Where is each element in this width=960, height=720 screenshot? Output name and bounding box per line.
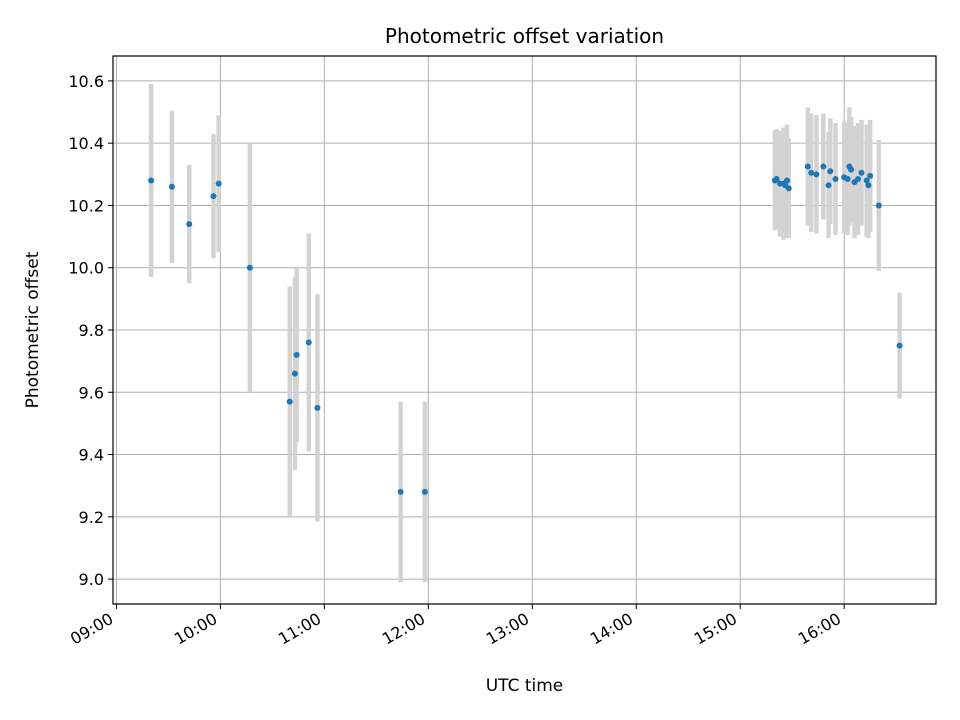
data-point (808, 169, 815, 176)
data-point (210, 193, 217, 200)
y-tick-label: 9.4 (79, 446, 104, 465)
data-point (773, 175, 780, 182)
data-point (827, 168, 834, 175)
data-point (305, 339, 312, 346)
data-point (848, 166, 855, 173)
data-point (148, 177, 155, 184)
data-point (215, 180, 222, 187)
data-point (314, 404, 321, 411)
data-point (291, 370, 298, 377)
data-point (813, 171, 820, 178)
y-axis-ticks: 9.0 9.2 9.4 9.6 9.8 10.0 10.2 10.4 10.6 (68, 72, 113, 589)
y-tick-label: 10.2 (68, 196, 104, 215)
x-axis-label: UTC time (486, 676, 564, 696)
y-axis-label: Photometric offset (23, 251, 43, 408)
data-point (855, 175, 862, 182)
data-point (804, 163, 811, 170)
data-point (246, 264, 253, 271)
data-point (168, 183, 175, 190)
data-points (148, 163, 903, 495)
y-tick-label: 10.0 (68, 259, 104, 278)
data-point (397, 488, 404, 495)
data-point (825, 182, 832, 189)
data-point (286, 398, 293, 405)
y-tick-label: 9.8 (79, 321, 104, 340)
y-tick-label: 10.4 (68, 134, 104, 153)
data-point (421, 488, 428, 495)
data-point (785, 185, 792, 192)
y-tick-label: 9.2 (79, 508, 104, 527)
data-point (863, 177, 870, 184)
data-point (865, 182, 872, 189)
data-point (858, 169, 865, 176)
data-point (896, 342, 903, 349)
data-point (867, 172, 874, 179)
chart-title: Photometric offset variation (385, 24, 664, 48)
data-point (293, 351, 300, 358)
data-point (820, 163, 827, 170)
data-point (832, 175, 839, 182)
data-point (875, 202, 882, 209)
data-point (186, 221, 193, 228)
data-point (844, 175, 851, 182)
y-tick-label: 9.0 (79, 570, 104, 589)
y-tick-label: 10.6 (68, 72, 104, 91)
data-point (783, 177, 790, 184)
y-tick-label: 9.6 (79, 383, 104, 402)
